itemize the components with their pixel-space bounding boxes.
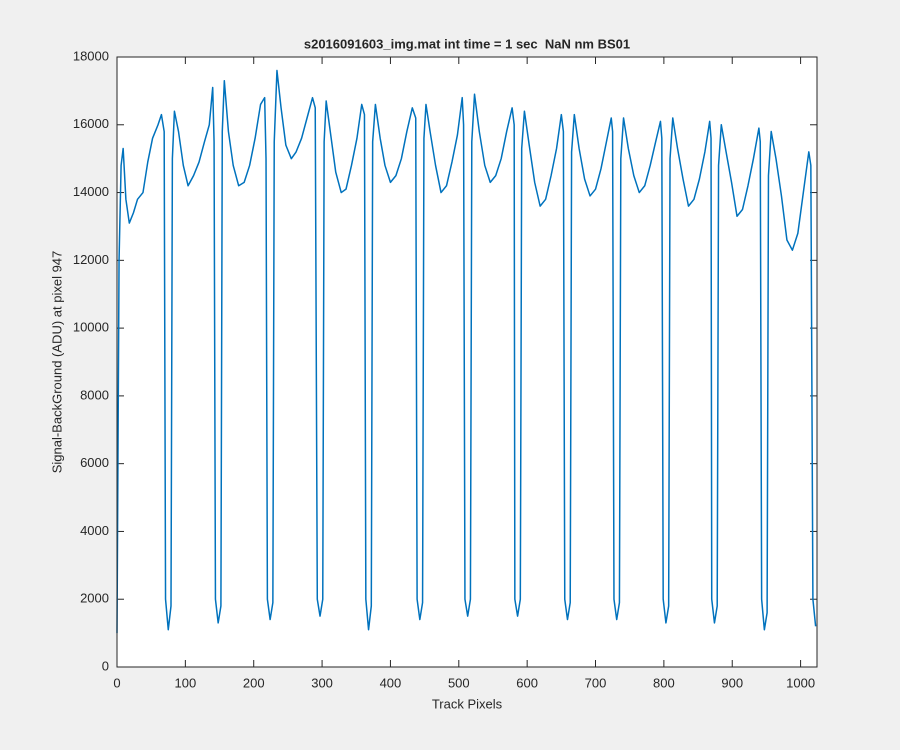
chart-title: s2016091603_img.mat int time = 1 sec NaN…: [304, 36, 630, 51]
y-tick-label: 0: [102, 658, 109, 673]
y-tick-label: 6000: [80, 455, 109, 470]
x-tick-label: 800: [653, 675, 675, 690]
y-tick-label: 4000: [80, 523, 109, 538]
x-tick-label: 0: [113, 675, 120, 690]
x-tick-label: 500: [448, 675, 470, 690]
y-tick-label: 16000: [73, 116, 109, 131]
x-tick-label: 100: [175, 675, 197, 690]
x-tick-label: 600: [516, 675, 538, 690]
x-tick-label: 700: [585, 675, 607, 690]
x-tick-label: 400: [380, 675, 402, 690]
y-tick-label: 12000: [73, 252, 109, 267]
y-tick-label: 10000: [73, 320, 109, 335]
plot-area: [117, 57, 817, 667]
y-tick-label: 14000: [73, 184, 109, 199]
x-axis-label: Track Pixels: [432, 696, 503, 711]
x-tick-label: 200: [243, 675, 265, 690]
y-tick-label: 18000: [73, 48, 109, 63]
axes-box: [116, 56, 818, 668]
y-tick-label: 8000: [80, 387, 109, 402]
data-line: [116, 69, 817, 634]
y-axis-label: Signal-BackGround (ADU) at pixel 947: [49, 251, 64, 474]
y-tick-label: 2000: [80, 591, 109, 606]
x-tick-label: 1000: [786, 675, 815, 690]
x-tick-label: 300: [311, 675, 333, 690]
x-tick-label: 900: [721, 675, 743, 690]
